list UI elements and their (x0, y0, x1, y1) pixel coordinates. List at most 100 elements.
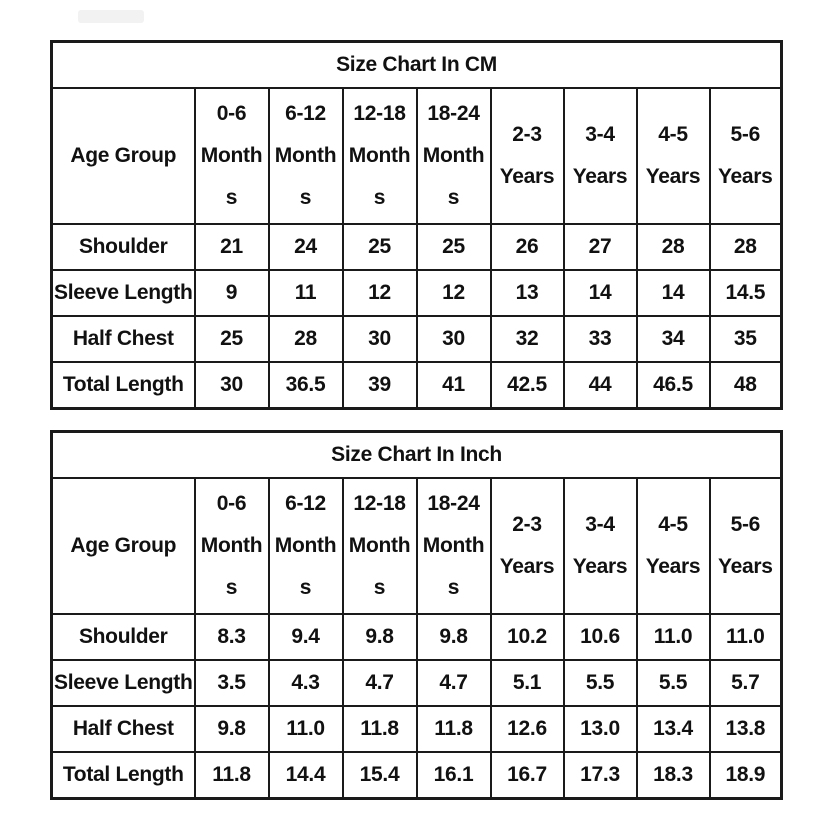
inch-corner-header: Age Group (50, 477, 196, 615)
inch-table: Size Chart In Inch Age Group 0-6 Month s… (50, 430, 784, 800)
data-cell: 16.7 (489, 751, 565, 800)
data-cell: 5.5 (562, 659, 638, 707)
row-label: Sleeve Length (50, 269, 196, 317)
size-chart-inch-table: Size Chart In Inch Age Group 0-6 Month s… (50, 430, 784, 800)
data-cell: 27 (562, 223, 638, 271)
data-cell: 32 (489, 315, 565, 363)
data-cell: 4.3 (267, 659, 344, 707)
data-cell: 11 (267, 269, 344, 317)
data-cell: 5.7 (708, 659, 783, 707)
row-label: Half Chest (50, 705, 196, 753)
data-cell: 25 (341, 223, 418, 271)
cm-row-sleeve-length: Sleeve Length 9 11 12 12 13 14 14 14.5 (50, 269, 783, 317)
cm-header-cell: 5-6 Years (708, 87, 783, 225)
row-label: Total Length (50, 361, 196, 410)
data-cell: 24 (267, 223, 344, 271)
data-cell: 14.5 (708, 269, 783, 317)
data-cell: 28 (708, 223, 783, 271)
inch-header-cell: 6-12 Month s (267, 477, 344, 615)
inch-header-cell: 5-6 Years (708, 477, 783, 615)
inch-row-half-chest: Half Chest 9.8 11.0 11.8 11.8 12.6 13.0 … (50, 705, 783, 753)
data-cell: 14.4 (267, 751, 344, 800)
row-label: Half Chest (50, 315, 196, 363)
data-cell: 11.8 (193, 751, 270, 800)
inch-header-row: Age Group 0-6 Month s 6-12 Month s 12-18… (50, 477, 783, 615)
data-cell: 5.5 (635, 659, 711, 707)
data-cell: 28 (635, 223, 711, 271)
data-cell: 4.7 (415, 659, 492, 707)
cm-header-cell: 3-4 Years (562, 87, 638, 225)
cm-table: Size Chart In CM Age Group 0-6 Month s 6… (50, 40, 784, 410)
data-cell: 11.8 (415, 705, 492, 753)
data-cell: 14 (635, 269, 711, 317)
inch-header-cell: 4-5 Years (635, 477, 711, 615)
data-cell: 11.0 (267, 705, 344, 753)
data-cell: 17.3 (562, 751, 638, 800)
data-cell: 48 (708, 361, 783, 410)
data-cell: 9.4 (267, 613, 344, 661)
data-cell: 5.1 (489, 659, 565, 707)
inch-table-title: Size Chart In Inch (50, 430, 783, 479)
data-cell: 30 (193, 361, 270, 410)
data-cell: 18.9 (708, 751, 783, 800)
data-cell: 33 (562, 315, 638, 363)
data-cell: 26 (489, 223, 565, 271)
row-label: Shoulder (50, 613, 196, 661)
data-cell: 46.5 (635, 361, 711, 410)
data-cell: 13.8 (708, 705, 783, 753)
data-cell: 34 (635, 315, 711, 363)
inch-header-cell: 12-18 Month s (341, 477, 418, 615)
data-cell: 3.5 (193, 659, 270, 707)
data-cell: 13.0 (562, 705, 638, 753)
inch-title-row: Size Chart In Inch (50, 430, 783, 479)
data-cell: 21 (193, 223, 270, 271)
inch-header-cell: 3-4 Years (562, 477, 638, 615)
data-cell: 16.1 (415, 751, 492, 800)
data-cell: 30 (341, 315, 418, 363)
data-cell: 30 (415, 315, 492, 363)
cm-row-shoulder: Shoulder 21 24 25 25 26 27 28 28 (50, 223, 783, 271)
row-label: Sleeve Length (50, 659, 196, 707)
data-cell: 36.5 (267, 361, 344, 410)
row-label: Shoulder (50, 223, 196, 271)
inch-row-sleeve-length: Sleeve Length 3.5 4.3 4.7 4.7 5.1 5.5 5.… (50, 659, 783, 707)
data-cell: 12 (415, 269, 492, 317)
data-cell: 44 (562, 361, 638, 410)
inch-header-cell: 0-6 Month s (193, 477, 270, 615)
inch-row-shoulder: Shoulder 8.3 9.4 9.8 9.8 10.2 10.6 11.0 … (50, 613, 783, 661)
data-cell: 25 (415, 223, 492, 271)
watermark-badge (78, 10, 144, 23)
data-cell: 9.8 (193, 705, 270, 753)
cm-header-cell: 0-6 Month s (193, 87, 270, 225)
row-label: Total Length (50, 751, 196, 800)
cm-header-row: Age Group 0-6 Month s 6-12 Month s 12-18… (50, 87, 783, 225)
data-cell: 11.0 (708, 613, 783, 661)
data-cell: 10.6 (562, 613, 638, 661)
cm-table-title: Size Chart In CM (50, 40, 783, 89)
data-cell: 39 (341, 361, 418, 410)
inch-header-cell: 2-3 Years (489, 477, 565, 615)
cm-row-half-chest: Half Chest 25 28 30 30 32 33 34 35 (50, 315, 783, 363)
data-cell: 35 (708, 315, 783, 363)
cm-corner-header: Age Group (50, 87, 196, 225)
data-cell: 41 (415, 361, 492, 410)
data-cell: 11.8 (341, 705, 418, 753)
data-cell: 9.8 (415, 613, 492, 661)
data-cell: 13 (489, 269, 565, 317)
data-cell: 15.4 (341, 751, 418, 800)
inch-header-cell: 18-24 Month s (415, 477, 492, 615)
data-cell: 12.6 (489, 705, 565, 753)
cm-title-row: Size Chart In CM (50, 40, 783, 89)
data-cell: 25 (193, 315, 270, 363)
cm-header-cell: 18-24 Month s (415, 87, 492, 225)
data-cell: 10.2 (489, 613, 565, 661)
data-cell: 14 (562, 269, 638, 317)
data-cell: 42.5 (489, 361, 565, 410)
data-cell: 4.7 (341, 659, 418, 707)
data-cell: 9 (193, 269, 270, 317)
data-cell: 28 (267, 315, 344, 363)
cm-row-total-length: Total Length 30 36.5 39 41 42.5 44 46.5 … (50, 361, 783, 410)
data-cell: 12 (341, 269, 418, 317)
data-cell: 8.3 (193, 613, 270, 661)
data-cell: 9.8 (341, 613, 418, 661)
